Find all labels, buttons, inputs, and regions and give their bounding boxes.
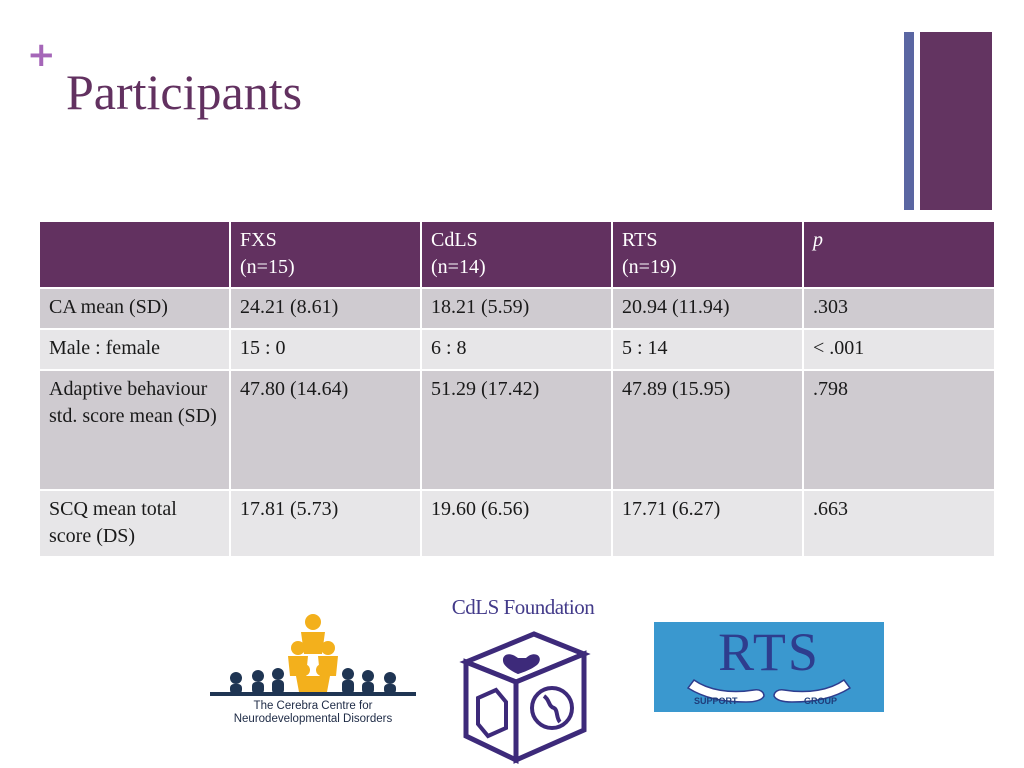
cell-rts: 20.94 (11.94) [611, 287, 804, 330]
cerebra-line2: Neurodevelopmental Disorders [233, 713, 393, 725]
slide-title: Participants [66, 64, 303, 120]
table-row: SCQ mean total score (DS) 17.81 (5.73) 1… [38, 489, 996, 558]
table-row: Adaptive behaviour std. score mean (SD) … [38, 369, 996, 491]
rts-logo: RTS SUPPORT GROUP [654, 622, 884, 712]
cell-cdls: 6 : 8 [420, 328, 613, 371]
cerebra-figures-icon [210, 614, 416, 696]
rts-letters: RTS [718, 622, 820, 682]
header-p: p [802, 220, 996, 289]
header-cdls-n: (n=14) [431, 256, 486, 278]
header-cdls-group: CdLS [431, 229, 478, 251]
header-rts-n: (n=19) [622, 256, 677, 278]
accent-bar-thin [904, 32, 914, 210]
cdls-title: CdLS Foundation [451, 595, 595, 619]
cell-cdls: 18.21 (5.59) [420, 287, 613, 330]
header-rts-group: RTS [622, 229, 658, 251]
cell-fxs: 47.80 (14.64) [229, 369, 422, 491]
cdls-logo: CdLS Foundation [442, 594, 604, 764]
cell-fxs: 24.21 (8.61) [229, 287, 422, 330]
cell-p: .798 [802, 369, 996, 491]
row-label: Adaptive behaviour std. score mean (SD) [38, 369, 231, 491]
hands-icon [686, 678, 852, 703]
accent-bar-thick [920, 32, 992, 210]
cdls-block-icon [459, 631, 591, 764]
header-empty [38, 220, 231, 289]
row-label: CA mean (SD) [38, 287, 231, 330]
table-row: CA mean (SD) 24.21 (8.61) 18.21 (5.59) 2… [38, 287, 996, 330]
cell-rts: 17.71 (6.27) [611, 489, 804, 558]
rts-support-label: SUPPORT [694, 696, 738, 706]
cell-p: .303 [802, 287, 996, 330]
participants-table: FXS (n=15) CdLS (n=14) RTS (n=19) p CA m… [38, 220, 996, 558]
cell-fxs: 17.81 (5.73) [229, 489, 422, 558]
table-header-row: FXS (n=15) CdLS (n=14) RTS (n=19) p [38, 220, 996, 289]
cell-p: < .001 [802, 328, 996, 371]
cell-p: .663 [802, 489, 996, 558]
cerebra-logo: The Cerebra Centre for Neurodevelopmenta… [206, 612, 420, 730]
header-fxs-group: FXS [240, 229, 277, 251]
cell-rts: 47.89 (15.95) [611, 369, 804, 491]
table-row: Male : female 15 : 0 6 : 8 5 : 14 < .001 [38, 328, 996, 371]
row-label: SCQ mean total score (DS) [38, 489, 231, 558]
cell-rts: 5 : 14 [611, 328, 804, 371]
header-rts: RTS (n=19) [611, 220, 804, 289]
header-fxs: FXS (n=15) [229, 220, 422, 289]
header-fxs-n: (n=15) [240, 256, 295, 278]
row-label: Male : female [38, 328, 231, 371]
rts-group-label: GROUP [804, 696, 838, 706]
cell-cdls: 19.60 (6.56) [420, 489, 613, 558]
cell-cdls: 51.29 (17.42) [420, 369, 613, 491]
cerebra-line1: The Cerebra Centre for [253, 700, 373, 712]
header-cdls: CdLS (n=14) [420, 220, 613, 289]
plus-icon: + [27, 35, 56, 75]
header-p-label: p [813, 229, 823, 251]
cell-fxs: 15 : 0 [229, 328, 422, 371]
